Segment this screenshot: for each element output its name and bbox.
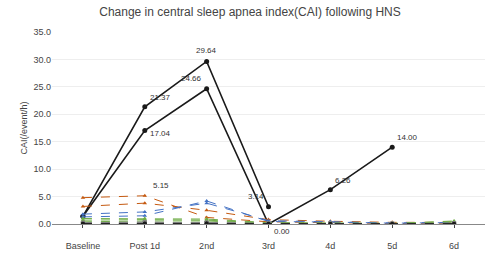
svg-text:5.15: 5.15 [153,181,169,190]
svg-text:5d: 5d [387,241,397,251]
svg-text:30.0: 30.0 [33,55,51,65]
svg-text:Post 1d: Post 1d [130,241,161,251]
svg-text:6d: 6d [449,241,459,251]
svg-text:14.00: 14.00 [397,133,418,142]
svg-text:0.00: 0.00 [274,227,290,236]
svg-text:15.0: 15.0 [33,137,51,147]
svg-text:4d: 4d [325,241,335,251]
svg-text:3.14: 3.14 [248,192,264,201]
svg-text:35.0: 35.0 [33,27,51,37]
svg-text:CAI(/event/h): CAI(/event/h) [19,101,29,154]
svg-text:2nd: 2nd [199,241,214,251]
svg-text:0.0: 0.0 [38,219,51,229]
svg-text:20.0: 20.0 [33,109,51,119]
svg-text:3rd: 3rd [262,241,275,251]
svg-text:21.37: 21.37 [150,93,171,102]
svg-text:17.04: 17.04 [150,129,171,138]
svg-text:Change in central sleep apnea: Change in central sleep apnea index(CAI)… [99,5,401,19]
svg-text:5.0: 5.0 [38,192,51,202]
svg-text:24.66: 24.66 [181,74,202,83]
svg-text:6.26: 6.26 [335,176,351,185]
svg-text:25.0: 25.0 [33,82,51,92]
svg-text:10.0: 10.0 [33,164,51,174]
svg-text:Baseline: Baseline [66,241,101,251]
svg-text:29.64: 29.64 [196,46,217,55]
